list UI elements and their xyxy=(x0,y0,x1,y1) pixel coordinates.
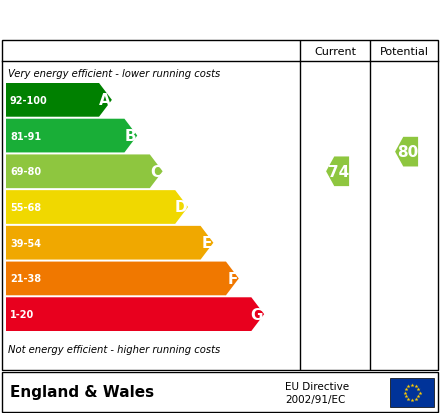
Text: 81-91: 81-91 xyxy=(10,131,41,141)
Text: F: F xyxy=(227,271,238,286)
Text: A: A xyxy=(99,93,111,108)
Text: 2002/91/EC: 2002/91/EC xyxy=(285,394,345,404)
Polygon shape xyxy=(6,191,188,224)
Text: 74: 74 xyxy=(328,164,349,179)
Text: 55-68: 55-68 xyxy=(10,202,41,212)
Polygon shape xyxy=(6,262,239,296)
Text: 39-54: 39-54 xyxy=(10,238,41,248)
Polygon shape xyxy=(6,226,213,260)
Text: 92-100: 92-100 xyxy=(10,96,48,106)
Text: D: D xyxy=(174,200,187,215)
Polygon shape xyxy=(326,157,349,187)
Polygon shape xyxy=(6,297,264,331)
Text: Energy Efficiency Rating: Energy Efficiency Rating xyxy=(11,10,299,30)
Text: 21-38: 21-38 xyxy=(10,274,41,284)
Polygon shape xyxy=(6,84,112,117)
Polygon shape xyxy=(395,138,418,167)
Text: E: E xyxy=(202,236,213,251)
Text: Potential: Potential xyxy=(379,47,429,57)
Text: G: G xyxy=(251,307,263,322)
Text: Not energy efficient - higher running costs: Not energy efficient - higher running co… xyxy=(8,344,220,354)
Text: EU Directive: EU Directive xyxy=(285,381,349,391)
Text: 69-80: 69-80 xyxy=(10,167,41,177)
Text: England & Wales: England & Wales xyxy=(10,385,154,399)
Text: 1-20: 1-20 xyxy=(10,309,34,319)
Text: C: C xyxy=(150,164,161,179)
Bar xyxy=(390,378,434,407)
Text: B: B xyxy=(125,129,136,144)
Text: 80: 80 xyxy=(397,145,418,160)
Text: Current: Current xyxy=(314,47,356,57)
Polygon shape xyxy=(6,119,137,153)
Text: Very energy efficient - lower running costs: Very energy efficient - lower running co… xyxy=(8,69,220,79)
Polygon shape xyxy=(6,155,163,189)
